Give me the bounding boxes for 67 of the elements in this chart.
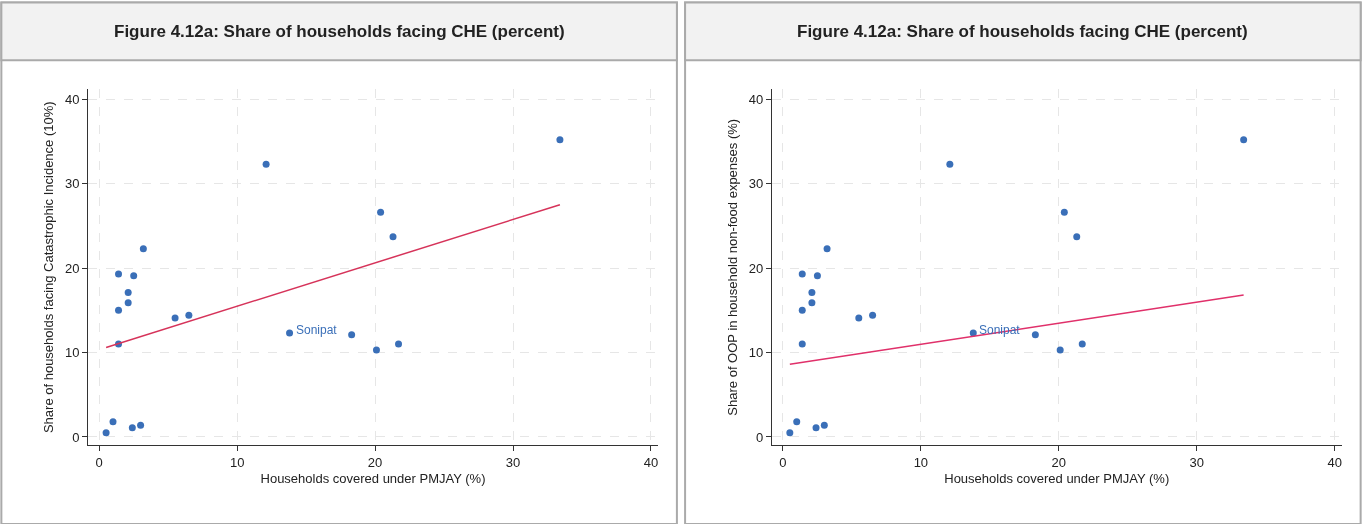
- point: [389, 233, 397, 241]
- y-tick-label: 0: [756, 429, 764, 445]
- point: [109, 418, 117, 426]
- y-tick-label: 30: [65, 176, 80, 192]
- point: [1073, 233, 1081, 241]
- y-tick-label: 20: [65, 260, 80, 276]
- y-tick-label: 10: [65, 345, 80, 361]
- point: [1240, 136, 1248, 144]
- point: [798, 340, 806, 348]
- point: [1060, 208, 1068, 216]
- point: [798, 306, 806, 314]
- annotation: Sonipat: [296, 323, 338, 337]
- x-tick-label: 0: [779, 455, 787, 470]
- point: [286, 329, 294, 337]
- point: [124, 289, 132, 297]
- point: [946, 160, 954, 168]
- x-tick-label: 20: [1051, 455, 1067, 470]
- x-tick-label: 10: [229, 455, 245, 470]
- point: [869, 311, 877, 319]
- x-tick-label: 10: [913, 455, 929, 470]
- point: [102, 429, 110, 437]
- point: [130, 272, 138, 280]
- y-tick-label: 20: [748, 260, 764, 276]
- y-tick-label: 40: [748, 91, 764, 107]
- point: [137, 421, 145, 429]
- point: [372, 346, 380, 354]
- chart-title: Figure 4.12a: Share of households facing CHE (percent): [797, 22, 1248, 41]
- point: [823, 245, 831, 253]
- x-tick-label: 40: [643, 455, 659, 470]
- point: [1031, 331, 1039, 339]
- point: [128, 424, 136, 432]
- y-tick-label: 30: [748, 176, 764, 192]
- point: [1078, 340, 1086, 348]
- y-axis-title: Share of OOP in household non-food expenses (%): [724, 118, 740, 416]
- point: [377, 208, 385, 216]
- point: [855, 314, 863, 322]
- y-axis-title: Share of households facing Catastrophic Incidence (10%): [41, 101, 57, 434]
- point: [812, 424, 820, 432]
- x-tick-label: 20: [367, 455, 383, 470]
- x-tick-label: 30: [505, 455, 521, 470]
- x-axis-title: Households covered under PMJAY (%): [944, 470, 1170, 486]
- x-tick-label: 0: [95, 455, 103, 470]
- y-tick-label: 10: [748, 345, 764, 361]
- point: [1056, 346, 1064, 354]
- point: [556, 136, 564, 144]
- y-tick-label: 0: [72, 429, 80, 445]
- point: [395, 340, 403, 348]
- x-tick-label: 40: [1327, 455, 1342, 470]
- x-axis-title: Households covered under PMJAY (%): [260, 470, 486, 486]
- point: [171, 314, 179, 322]
- point: [793, 418, 801, 426]
- point: [262, 160, 270, 168]
- point: [798, 270, 806, 278]
- chart-title: Figure 4.12a: Share of households facing CHE (percent): [114, 22, 565, 41]
- point: [813, 272, 821, 280]
- point: [115, 270, 123, 278]
- y-tick-label: 40: [65, 91, 80, 107]
- point: [820, 421, 828, 429]
- point: [115, 306, 123, 314]
- point: [808, 289, 816, 297]
- point: [808, 299, 816, 307]
- point: [185, 311, 193, 319]
- x-tick-label: 30: [1189, 455, 1204, 470]
- point: [786, 429, 794, 437]
- point: [348, 331, 356, 339]
- point: [124, 299, 132, 307]
- point: [139, 245, 147, 253]
